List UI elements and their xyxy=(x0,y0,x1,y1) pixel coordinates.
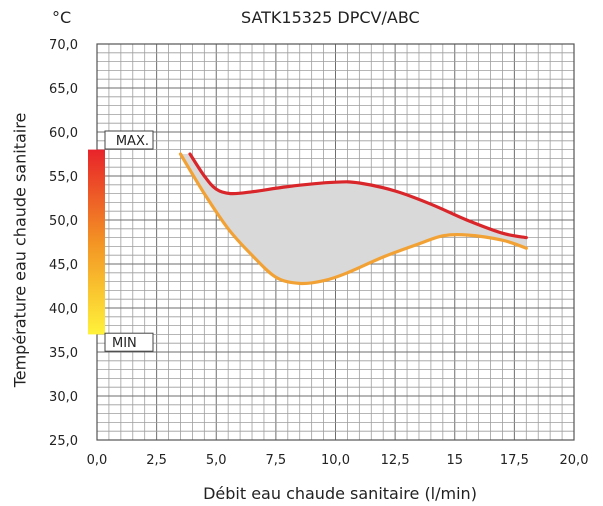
x-tick-label: 2,5 xyxy=(146,453,167,468)
x-tick-label: 0,0 xyxy=(87,453,108,468)
area-fill xyxy=(180,154,527,284)
y-tick-label: 35,0 xyxy=(49,346,78,361)
max-label: MAX. xyxy=(116,134,149,149)
y-tick-label: 50,0 xyxy=(49,214,78,229)
x-tick-label: 12,5 xyxy=(381,453,410,468)
y-tick-label: 25,0 xyxy=(49,434,78,449)
y-tick-label: 40,0 xyxy=(49,302,78,317)
series-layer xyxy=(178,152,528,286)
range-indicator: MAX. MIN xyxy=(88,130,154,352)
max-temperature-line xyxy=(188,152,528,240)
area-layer xyxy=(180,154,527,284)
max-label-box xyxy=(104,130,154,150)
range-gradient-bar xyxy=(88,149,105,335)
y-tick-label: 55,0 xyxy=(49,170,78,185)
chart-title: SATK15325 DPCV/ABC xyxy=(241,8,420,27)
y-tick-label: 65,0 xyxy=(49,82,78,97)
min-label: MIN xyxy=(112,336,137,351)
x-tick-label: 20,0 xyxy=(560,453,589,468)
y-unit-label: °C xyxy=(52,8,72,27)
min-label-box xyxy=(104,332,154,352)
x-tick-label: 10,0 xyxy=(321,453,350,468)
x-tick-label: 15 xyxy=(446,453,463,468)
y-tick-label: 70,0 xyxy=(49,38,78,53)
x-tick-label: 7,5 xyxy=(266,453,287,468)
min-temperature-line xyxy=(178,152,528,286)
x-axis-label: Débit eau chaude sanitaire (l/min) xyxy=(203,484,477,503)
x-tick-label: 5,0 xyxy=(206,453,227,468)
x-tick-label: 17,5 xyxy=(500,453,529,468)
y-tick-label: 60,0 xyxy=(49,126,78,141)
y-tick-label: 30,0 xyxy=(49,390,78,405)
y-tick-label: 45,0 xyxy=(49,258,78,273)
